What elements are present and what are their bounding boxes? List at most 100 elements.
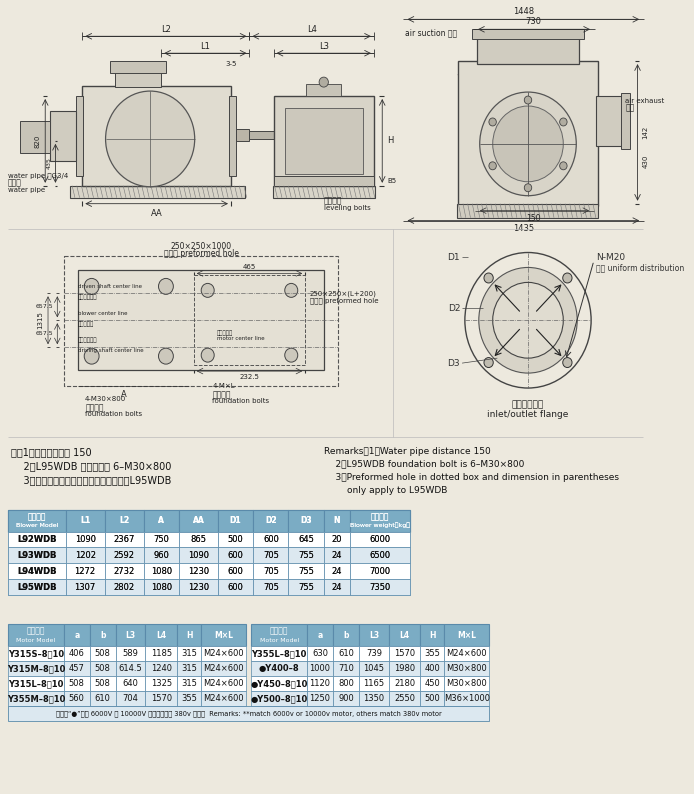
- Circle shape: [201, 283, 214, 297]
- Text: ●Y450–8，10: ●Y450–8，10: [251, 679, 308, 688]
- Text: L95WDB: L95WDB: [17, 583, 57, 592]
- Text: 24: 24: [332, 567, 342, 576]
- Text: Blower Model: Blower Model: [16, 523, 58, 528]
- Bar: [444, 624, 489, 646]
- Bar: [253, 548, 289, 564]
- Text: 645: 645: [298, 535, 314, 544]
- Text: 705: 705: [263, 567, 279, 576]
- Bar: [307, 691, 333, 706]
- Text: 主动轴中心线: 主动轴中心线: [78, 337, 97, 343]
- Bar: [307, 661, 333, 676]
- Bar: [179, 510, 218, 531]
- Circle shape: [285, 283, 298, 297]
- Bar: [289, 531, 323, 548]
- Bar: [179, 510, 218, 531]
- Bar: [144, 531, 179, 548]
- Text: air suction 进气: air suction 进气: [405, 29, 457, 38]
- Text: 地脚螺栓: 地脚螺栓: [85, 403, 103, 412]
- Text: 1230: 1230: [188, 583, 209, 592]
- Bar: [66, 510, 105, 531]
- Text: 500: 500: [228, 535, 244, 544]
- Text: 465: 465: [243, 264, 256, 271]
- Text: L3: L3: [369, 630, 379, 640]
- Bar: [20, 121, 50, 153]
- Text: water pipe 接G3/4: water pipe 接G3/4: [8, 172, 68, 179]
- Text: 3、虚线框内预留孔及括号内尺寸仅用于L95WDB: 3、虚线框内预留孔及括号内尺寸仅用于L95WDB: [11, 475, 171, 484]
- Bar: [251, 646, 307, 661]
- Bar: [350, 548, 410, 564]
- Circle shape: [479, 268, 577, 373]
- Bar: [83, 86, 231, 186]
- Text: L1: L1: [80, 516, 90, 525]
- Text: 508: 508: [95, 679, 111, 688]
- Bar: [253, 564, 289, 580]
- Text: A: A: [158, 516, 164, 525]
- Circle shape: [563, 273, 572, 283]
- Bar: [307, 676, 333, 691]
- Bar: [218, 510, 253, 531]
- Text: L2: L2: [119, 516, 129, 525]
- Bar: [8, 548, 66, 564]
- Bar: [105, 564, 144, 580]
- Circle shape: [285, 349, 298, 362]
- Text: driven shaft center line: driven shaft center line: [78, 284, 142, 289]
- Text: 315: 315: [181, 649, 197, 658]
- Text: a: a: [74, 630, 79, 640]
- Bar: [323, 510, 350, 531]
- Text: Y355L–8，10: Y355L–8，10: [251, 649, 307, 658]
- Bar: [66, 510, 105, 531]
- Text: Motor Model: Motor Model: [17, 638, 56, 642]
- Bar: [421, 646, 444, 661]
- Bar: [64, 256, 338, 386]
- Circle shape: [493, 106, 564, 182]
- Bar: [229, 96, 237, 175]
- Bar: [350, 548, 410, 564]
- Bar: [359, 676, 389, 691]
- Bar: [333, 646, 359, 661]
- Text: 1202: 1202: [75, 551, 96, 560]
- Text: M24×600: M24×600: [203, 649, 244, 658]
- Text: 1448: 1448: [513, 7, 534, 17]
- Text: Y315M–8，10: Y315M–8，10: [7, 664, 65, 673]
- Text: 1045: 1045: [364, 664, 384, 673]
- Text: 24: 24: [332, 551, 342, 560]
- Text: 20: 20: [332, 535, 342, 544]
- Text: 865: 865: [190, 535, 206, 544]
- Bar: [146, 691, 177, 706]
- Text: 2180: 2180: [394, 679, 415, 688]
- Text: 315: 315: [181, 664, 197, 673]
- Text: blower center line: blower center line: [78, 311, 127, 316]
- Text: 3-5: 3-5: [226, 61, 237, 67]
- Text: 800: 800: [338, 679, 354, 688]
- Text: 739: 739: [366, 649, 382, 658]
- Text: 250×250×(L+200): 250×250×(L+200): [310, 290, 377, 297]
- Bar: [110, 61, 166, 73]
- Text: 508: 508: [69, 679, 85, 688]
- Text: 705: 705: [263, 551, 279, 560]
- Circle shape: [319, 77, 328, 87]
- Text: 注：1、输水管间距为 150: 注：1、输水管间距为 150: [11, 447, 92, 457]
- Bar: [218, 580, 253, 596]
- Text: 6500: 6500: [369, 551, 391, 560]
- Text: L4: L4: [400, 630, 409, 640]
- Bar: [8, 531, 66, 548]
- Bar: [64, 691, 90, 706]
- Text: L2: L2: [119, 516, 129, 525]
- Bar: [323, 564, 350, 580]
- Text: 600: 600: [228, 551, 244, 560]
- Bar: [444, 676, 489, 691]
- Text: 主机重量: 主机重量: [371, 512, 389, 521]
- Circle shape: [201, 349, 214, 362]
- Text: Y315L–8，10: Y315L–8，10: [8, 679, 64, 688]
- Bar: [251, 691, 307, 706]
- Text: 从动轴中心线: 从动轴中心线: [78, 295, 97, 300]
- Text: 24: 24: [332, 551, 342, 560]
- Circle shape: [484, 273, 493, 283]
- Bar: [66, 531, 105, 548]
- Text: motor center line: motor center line: [217, 336, 264, 341]
- Bar: [179, 548, 218, 564]
- Bar: [64, 624, 90, 646]
- Text: D3: D3: [301, 516, 312, 525]
- Bar: [458, 61, 598, 206]
- Bar: [323, 531, 350, 548]
